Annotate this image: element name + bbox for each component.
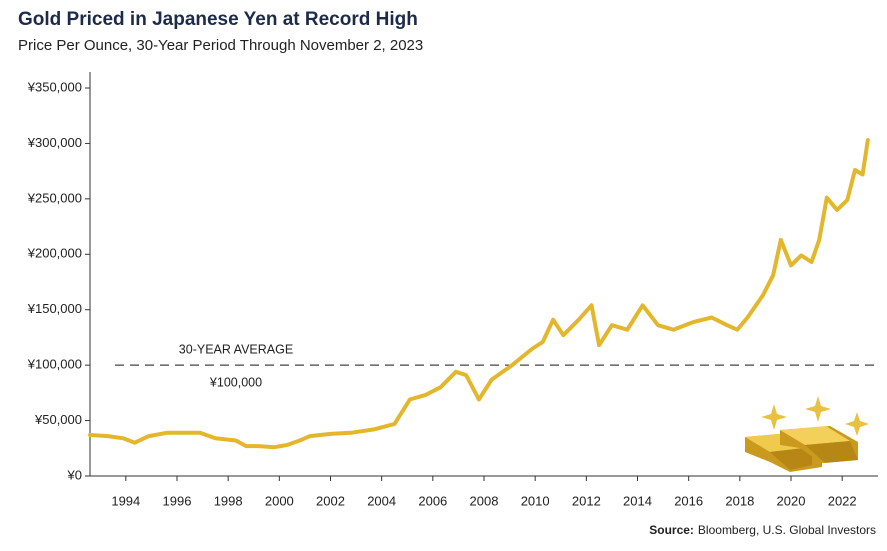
- price-line: [88, 138, 870, 450]
- gold-bars-icon: [745, 396, 869, 472]
- x-tick-label: 2008: [470, 493, 499, 508]
- source-text: Bloomberg, U.S. Global Investors: [698, 523, 876, 537]
- y-tick-label: ¥200,000: [27, 246, 82, 261]
- x-tick-label: 2018: [725, 493, 754, 508]
- x-tick-label: 2012: [572, 493, 601, 508]
- y-tick-label: ¥0: [67, 467, 82, 482]
- x-tick-label: 2022: [828, 493, 857, 508]
- y-tick-label: ¥50,000: [34, 412, 82, 427]
- y-tick-label: ¥300,000: [27, 135, 82, 150]
- average-value-label: ¥100,000: [209, 375, 262, 389]
- y-tick-label: ¥250,000: [27, 190, 82, 205]
- x-tick-label: 1996: [163, 493, 192, 508]
- average-label: 30-YEAR AVERAGE: [179, 342, 293, 356]
- source-label: Source:: [649, 523, 694, 537]
- x-tick-label: 2014: [623, 493, 652, 508]
- chart-subtitle: Price Per Ounce, 30-Year Period Through …: [18, 37, 423, 54]
- x-tick-label: 2000: [265, 493, 294, 508]
- x-tick-label: 2010: [521, 493, 550, 508]
- source-note: Source: Bloomberg, U.S. Global Investors: [649, 523, 876, 537]
- y-tick-label: ¥150,000: [27, 301, 82, 316]
- chart-title: Gold Priced in Japanese Yen at Record Hi…: [18, 9, 418, 30]
- x-tick-label: 2002: [316, 493, 345, 508]
- x-tick-label: 2016: [674, 493, 703, 508]
- x-tick-label: 2004: [367, 493, 396, 508]
- y-tick-label: ¥100,000: [27, 357, 82, 372]
- x-tick-label: 1994: [111, 493, 140, 508]
- x-tick-label: 1998: [214, 493, 243, 508]
- x-tick-label: 2006: [418, 493, 447, 508]
- y-tick-label: ¥350,000: [27, 79, 82, 94]
- x-tick-label: 2020: [777, 493, 806, 508]
